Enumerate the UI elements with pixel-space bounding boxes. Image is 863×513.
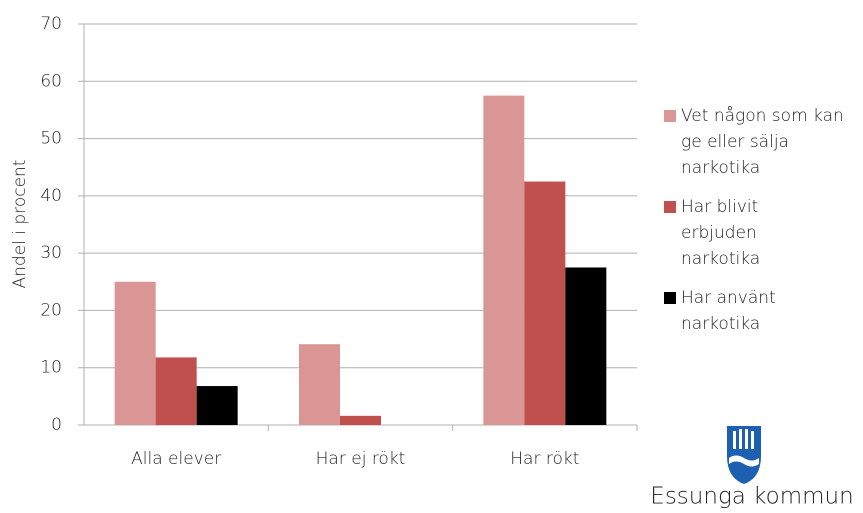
x-tick-label: Har rökt bbox=[510, 449, 579, 469]
y-tick-label: 0 bbox=[51, 415, 62, 435]
bar bbox=[196, 386, 238, 425]
bar bbox=[114, 281, 156, 425]
logo-wheat bbox=[733, 429, 754, 449]
legend-swatch bbox=[664, 292, 676, 304]
legend-label: Har blivit erbjuden narkotika bbox=[681, 197, 760, 269]
bar bbox=[483, 95, 525, 425]
bar bbox=[524, 181, 566, 425]
legend-label: Har använt narkotika bbox=[681, 288, 776, 334]
bar bbox=[155, 357, 197, 425]
bar bbox=[340, 415, 381, 425]
logo: Essunga kommun bbox=[650, 426, 854, 510]
logo-text: Essunga kommun bbox=[650, 484, 853, 510]
legend-swatch bbox=[664, 201, 676, 213]
y-tick-label: 60 bbox=[40, 71, 62, 91]
logo-wave bbox=[729, 455, 759, 467]
legend-swatch bbox=[664, 110, 676, 122]
y-tick-label: 40 bbox=[40, 186, 62, 206]
y-tick-label: 10 bbox=[40, 358, 62, 378]
logo-shield bbox=[727, 426, 761, 484]
legend-label: Vet någon som kan ge eller sälja narkotika bbox=[681, 105, 844, 178]
bar bbox=[565, 267, 607, 425]
y-axis-label: Andel i procent bbox=[10, 160, 30, 289]
x-tick-label: Alla elever bbox=[131, 449, 221, 469]
bar bbox=[299, 344, 340, 425]
x-tick-label: Har ej rökt bbox=[316, 449, 406, 469]
y-tick-label: 70 bbox=[40, 14, 62, 34]
y-tick-label: 50 bbox=[40, 129, 62, 149]
y-tick-label: 20 bbox=[40, 300, 62, 320]
y-tick-label: 30 bbox=[40, 243, 62, 263]
